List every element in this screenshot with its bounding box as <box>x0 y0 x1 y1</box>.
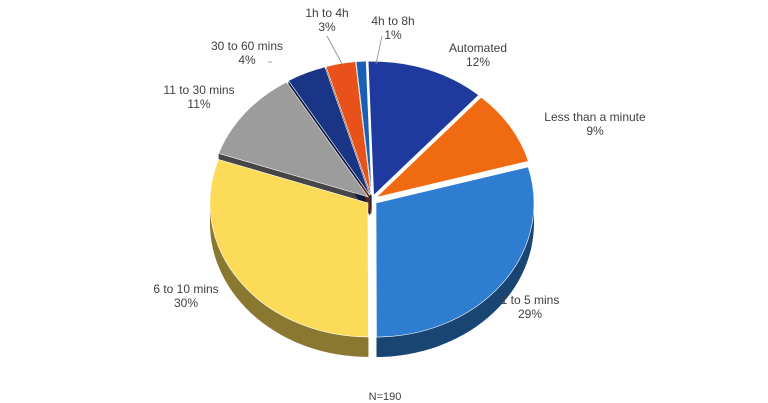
slice-label-1-to-5-mins: 1 to 5 mins <box>501 293 560 307</box>
slice-label-1h-to-4h: 1h to 4h <box>305 6 348 20</box>
slice-label-less-than-a-minute: Less than a minute <box>544 110 646 124</box>
slice-value-4h-to-8h: 1% <box>384 28 402 42</box>
slice-11-to-30-mins <box>218 81 369 198</box>
slice-value-less-than-a-minute: 9% <box>586 124 604 138</box>
slice-label-4h-to-8h: 4h to 8h <box>371 14 414 28</box>
slice-value-6-to-10-mins: 30% <box>174 296 198 310</box>
leader-line-1h-to-4h <box>326 35 343 65</box>
slice-1-to-5-mins <box>375 166 535 338</box>
slice-label-11-to-30-mins: 11 to 30 mins <box>163 83 234 97</box>
slice-4h-to-8h <box>355 60 372 196</box>
slice-side-6-to-10-mins <box>209 202 369 357</box>
slice-value-1-to-5-mins: 29% <box>518 307 542 321</box>
slice-less-than-a-minute <box>375 96 529 198</box>
leader-line-4h-to-8h <box>375 35 383 65</box>
slice-label-6-to-10-mins: 6 to 10 mins <box>153 282 218 296</box>
leader-lines <box>268 35 383 65</box>
slice-label-30-to-60-mins: 30 to 60 mins <box>211 39 283 53</box>
slice-30-to-60-mins <box>287 66 371 196</box>
slice-value-11-to-30-mins: 11% <box>187 97 210 111</box>
slice-side-1-to-5-mins <box>376 203 534 358</box>
slice-6-to-10-mins <box>209 159 369 338</box>
sample-size-note: N=190 <box>369 391 402 403</box>
slice-1h-to-4h <box>325 61 372 196</box>
slice-value-1h-to-4h: 3% <box>318 20 336 34</box>
slice-value-automated: 12% <box>466 55 490 69</box>
slice-label-automated: Automated <box>449 41 507 55</box>
pie-top-layer <box>209 60 535 338</box>
slice-value-30-to-60-mins: 4% <box>238 53 256 67</box>
slice-automated <box>367 61 480 196</box>
